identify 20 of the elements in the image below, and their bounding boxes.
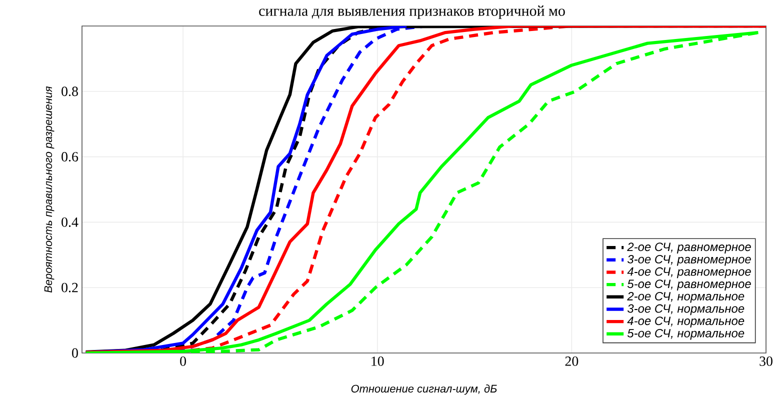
legend-label: 3-ое СЧ, равномерное (627, 254, 751, 266)
legend-label: 5-ое СЧ, нормальное (627, 328, 744, 340)
legend-label: 2-ое СЧ, равномерное (627, 242, 751, 254)
x-axis-title: Отношение сигнал-шум, дБ (351, 384, 497, 395)
legend-label: 5-ое СЧ, равномерное (627, 280, 751, 290)
x-tick-label: 20 (565, 356, 578, 366)
legend-label: 4-ое СЧ, нормальное (627, 316, 744, 328)
legend-label: 2-ое СЧ, нормальное (627, 292, 744, 303)
y-tick-label: 0.2 (62, 282, 78, 292)
text: сигнала для выявления признаков вторичной мо (259, 6, 565, 19)
y-tick-label: 0 (72, 348, 78, 358)
y-tick-label: 0.8 (62, 86, 78, 96)
x-tick-label: 0 (180, 356, 186, 366)
y-tick-label: 0.4 (62, 217, 78, 227)
legend-label: 4-ое СЧ, равномерное (627, 267, 751, 278)
y-tick-label: 0.6 (62, 152, 78, 162)
x-tick-label: 10 (372, 356, 384, 366)
legend-label: 3-ое СЧ, нормальное (627, 304, 744, 316)
y-axis-title: Вероятность правильного разрешения (44, 86, 54, 293)
x-tick-label: 30 (760, 356, 772, 366)
